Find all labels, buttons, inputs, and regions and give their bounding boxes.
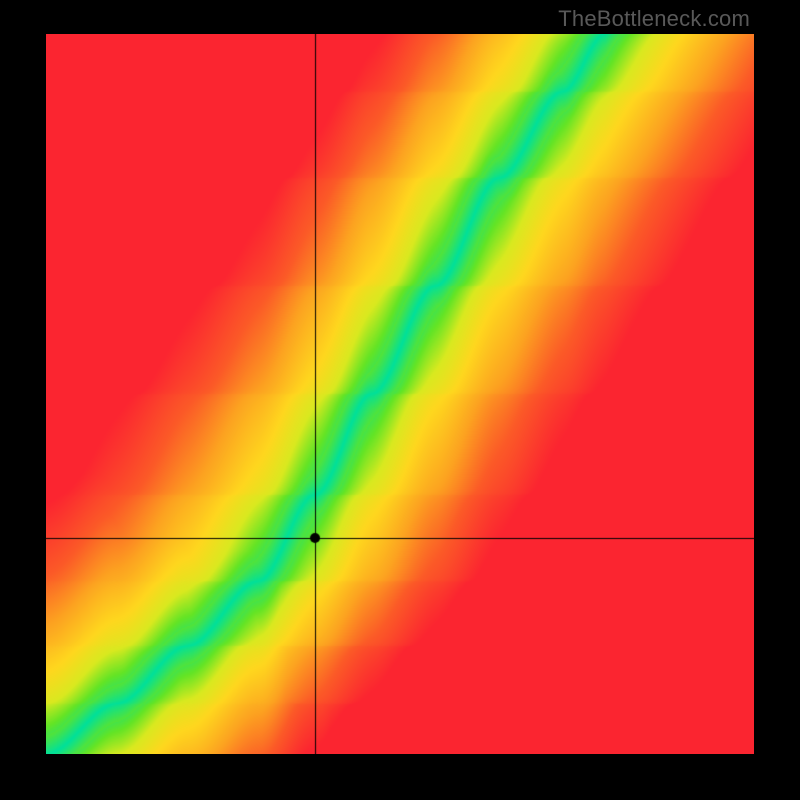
bottleneck-heatmap: [46, 34, 754, 754]
watermark-text: TheBottleneck.com: [558, 6, 750, 32]
